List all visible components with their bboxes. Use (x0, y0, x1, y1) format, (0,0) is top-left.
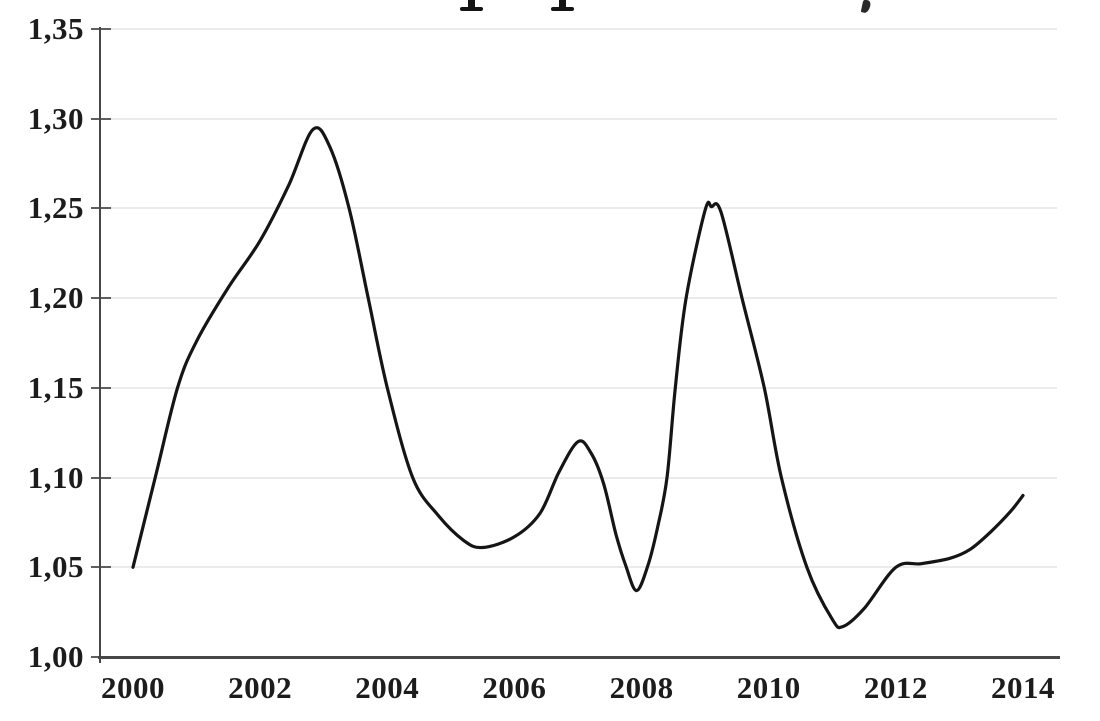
y-axis-tick-label: 1,10 (27, 459, 84, 495)
x-axis-tick-label: 2012 (863, 670, 928, 705)
x-axis-tick-label: 2000 (101, 670, 165, 705)
gridline (100, 207, 1057, 210)
y-axis-tick (91, 117, 111, 120)
y-axis-tick-label: 1,20 (27, 280, 84, 316)
y-axis-tick-label: 1,00 (27, 639, 84, 674)
y-axis-tick (91, 386, 111, 389)
descender-serif-foot (460, 7, 483, 11)
cropped-title-letter-descender-icon (460, 0, 483, 11)
gridline (100, 386, 1057, 389)
descender-stem (559, 0, 566, 8)
x-axis-tick-label: 2008 (609, 670, 674, 705)
x-axis-tick-label: 2014 (991, 670, 1055, 705)
y-axis-tick (91, 566, 111, 569)
y-axis-tick-label: 1,25 (27, 190, 84, 226)
y-axis-tick-label: 1,15 (27, 369, 84, 405)
y-axis-tick (91, 297, 111, 300)
x-axis-tick-label: 2006 (482, 670, 547, 705)
descender-serif-foot (551, 7, 574, 11)
trend-line (131, 126, 1025, 630)
y-axis-tick (91, 28, 111, 30)
y-axis-tick (91, 207, 111, 210)
x-axis-tick-label: 2004 (355, 670, 420, 705)
y-axis-tick-label: 1,05 (27, 549, 84, 585)
gridline (100, 28, 1057, 30)
descender-stem (468, 0, 475, 8)
y-axis-line (99, 27, 101, 663)
gridline (100, 566, 1057, 569)
x-axis-tick-label: 2002 (228, 670, 293, 705)
gridline (100, 476, 1057, 479)
y-axis-tick (91, 476, 111, 479)
gridline (100, 297, 1057, 300)
cropped-title-letter-descender-icon (551, 0, 574, 11)
gridline (100, 117, 1057, 120)
x-axis-line (98, 656, 1060, 659)
x-axis-tick-label: 2010 (736, 670, 801, 705)
y-axis-tick-label: 1,30 (27, 100, 84, 136)
y-axis-tick-label: 1,35 (27, 11, 84, 46)
